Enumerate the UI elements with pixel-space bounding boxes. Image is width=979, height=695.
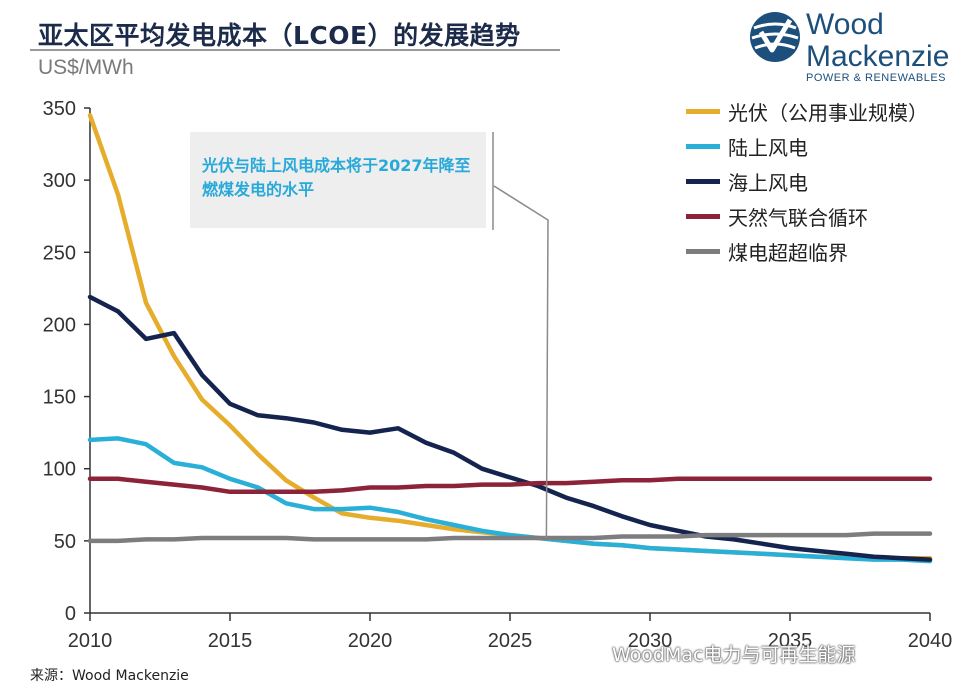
x-tick-label: 2040 (908, 630, 953, 652)
logo-tagline: POWER & RENEWABLES (806, 72, 947, 84)
y-tick-label: 50 (54, 531, 76, 553)
y-tick-label: 200 (43, 314, 76, 336)
source-note: 来源：Wood Mackenzie (30, 668, 189, 684)
globe-icon (750, 12, 800, 62)
legend-swatch (686, 249, 720, 254)
legend-label: 海上风电 (728, 171, 808, 195)
wood-mackenzie-logo: Wood Mackenzie POWER & RENEWABLES (748, 6, 968, 90)
callout-text: 光伏与陆上风电成本将于2027年降至燃煤发电的水平 (202, 156, 471, 199)
y-tick-label: 0 (65, 603, 76, 625)
chart-plot-area (87, 112, 933, 564)
legend-item: 光伏（公用事业规模） (686, 94, 928, 129)
legend-item: 陆上风电 (686, 129, 928, 164)
series-line-3 (87, 476, 933, 495)
y-tick-label: 150 (43, 387, 76, 409)
legend-item: 天然气联合循环 (686, 199, 928, 234)
legend-swatch (686, 214, 720, 219)
series-line-1 (87, 436, 933, 564)
y-tick-label: 100 (43, 459, 76, 481)
legend-item: 煤电超超临界 (686, 234, 928, 269)
page-title: 亚太区平均发电成本（LCOE）的发展趋势 (38, 21, 521, 50)
y-tick-label: 350 (43, 98, 76, 120)
legend-swatch (686, 109, 720, 114)
x-tick-label: 2010 (68, 630, 113, 652)
watermark-text: WoodMac电力与可再生能源 (612, 644, 856, 666)
title-divider (30, 49, 560, 51)
x-tick-label: 2025 (488, 630, 533, 652)
callout-box: 光伏与陆上风电成本将于2027年降至燃煤发电的水平 (190, 132, 486, 228)
legend-label: 陆上风电 (728, 136, 808, 160)
chart-axes: 0 50 100 150 200 250 300 350 2010 2015 2020 2025 203… (43, 98, 953, 652)
y-tick-label: 300 (43, 170, 76, 192)
chart-legend: 光伏（公用事业规模） 陆上风电海上风电天然气联合循环 煤电超超临界 (686, 94, 928, 269)
x-tick-label: 2035 (768, 630, 813, 652)
logo-wordmark-line1: Wood (806, 8, 884, 41)
legend-label: 天然气联合循环 (728, 206, 868, 230)
y-axis-unit-label: US$/MWh (38, 56, 134, 79)
callout-leader-line (493, 185, 549, 539)
legend-swatch (686, 179, 720, 184)
legend-label: 煤电超超临界 (728, 241, 848, 265)
x-tick-label: 2030 (628, 630, 673, 652)
logo-wordmark-line2: Mackenzie (806, 40, 950, 73)
legend-label: 光伏（公用事业规模） (728, 101, 928, 125)
legend-swatch (686, 144, 720, 149)
series-line-2 (87, 294, 933, 562)
x-tick-label: 2015 (208, 630, 253, 652)
series-line-4 (87, 531, 933, 544)
x-tick-label: 2020 (348, 630, 393, 652)
legend-item: 海上风电 (686, 164, 928, 199)
y-tick-label: 250 (43, 242, 76, 264)
